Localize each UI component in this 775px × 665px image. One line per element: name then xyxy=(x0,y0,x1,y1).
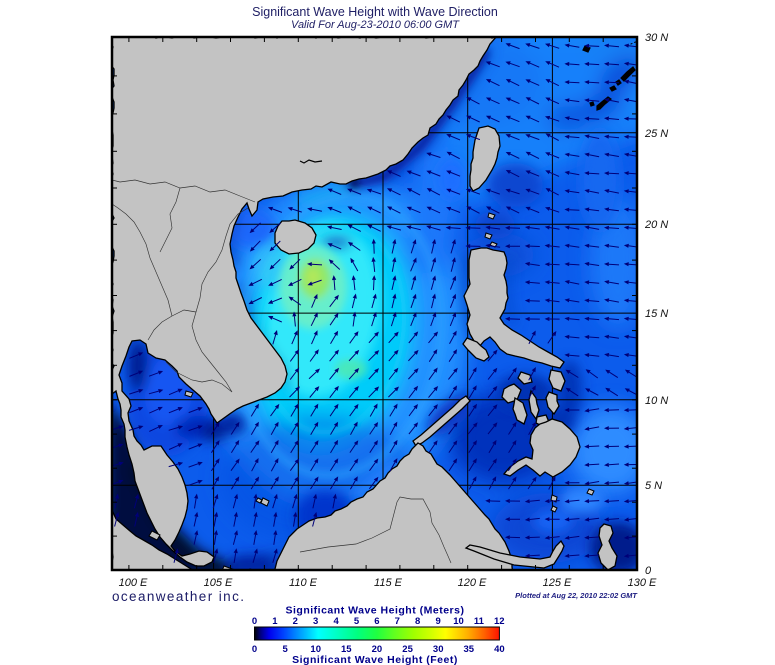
svg-text:40: 40 xyxy=(494,644,505,655)
svg-text:2: 2 xyxy=(293,616,298,627)
svg-text:25: 25 xyxy=(402,644,413,655)
svg-text:5 N: 5 N xyxy=(645,480,662,492)
svg-text:120 E: 120 E xyxy=(458,577,487,589)
svg-text:Significant Wave Height (Meter: Significant Wave Height (Meters) xyxy=(286,605,465,617)
svg-text:Valid For Aug-23-2010 06:00 GM: Valid For Aug-23-2010 06:00 GMT xyxy=(291,19,460,31)
svg-text:10: 10 xyxy=(453,616,464,627)
svg-text:1: 1 xyxy=(272,616,278,627)
svg-text:11: 11 xyxy=(474,616,485,627)
svg-text:9: 9 xyxy=(435,616,440,627)
svg-text:35: 35 xyxy=(464,644,475,655)
svg-text:30: 30 xyxy=(433,644,444,655)
svg-text:5: 5 xyxy=(282,644,288,655)
svg-text:oceanweather inc.: oceanweather inc. xyxy=(112,589,245,604)
svg-text:110 E: 110 E xyxy=(289,577,318,589)
svg-text:4: 4 xyxy=(333,616,339,627)
svg-text:15: 15 xyxy=(341,644,352,655)
svg-text:30 N: 30 N xyxy=(645,32,668,44)
svg-text:3: 3 xyxy=(313,616,318,627)
svg-text:15 N: 15 N xyxy=(645,308,668,320)
svg-text:20 N: 20 N xyxy=(644,219,668,231)
svg-text:12: 12 xyxy=(494,616,505,627)
svg-text:8: 8 xyxy=(415,616,420,627)
svg-text:0: 0 xyxy=(252,644,257,655)
svg-text:115 E: 115 E xyxy=(374,577,403,589)
svg-text:10: 10 xyxy=(310,644,321,655)
svg-text:6: 6 xyxy=(374,616,379,627)
svg-text:20: 20 xyxy=(372,644,383,655)
svg-text:25 N: 25 N xyxy=(644,128,668,140)
svg-text:Plotted at Aug 22, 2010 22:02: Plotted at Aug 22, 2010 22:02 GMT xyxy=(515,591,638,600)
svg-text:130 E: 130 E xyxy=(628,577,657,589)
svg-text:0: 0 xyxy=(645,565,652,577)
svg-text:Significant Wave Height with W: Significant Wave Height with Wave Direct… xyxy=(252,5,498,19)
svg-text:Significant Wave Height (Feet): Significant Wave Height (Feet) xyxy=(292,654,458,665)
svg-text:0: 0 xyxy=(252,616,257,627)
svg-text:105 E: 105 E xyxy=(204,577,233,589)
svg-text:125 E: 125 E xyxy=(543,577,572,589)
svg-text:100 E: 100 E xyxy=(119,577,148,589)
svg-text:10 N: 10 N xyxy=(645,395,668,407)
svg-text:7: 7 xyxy=(395,616,400,627)
svg-text:5: 5 xyxy=(354,616,360,627)
